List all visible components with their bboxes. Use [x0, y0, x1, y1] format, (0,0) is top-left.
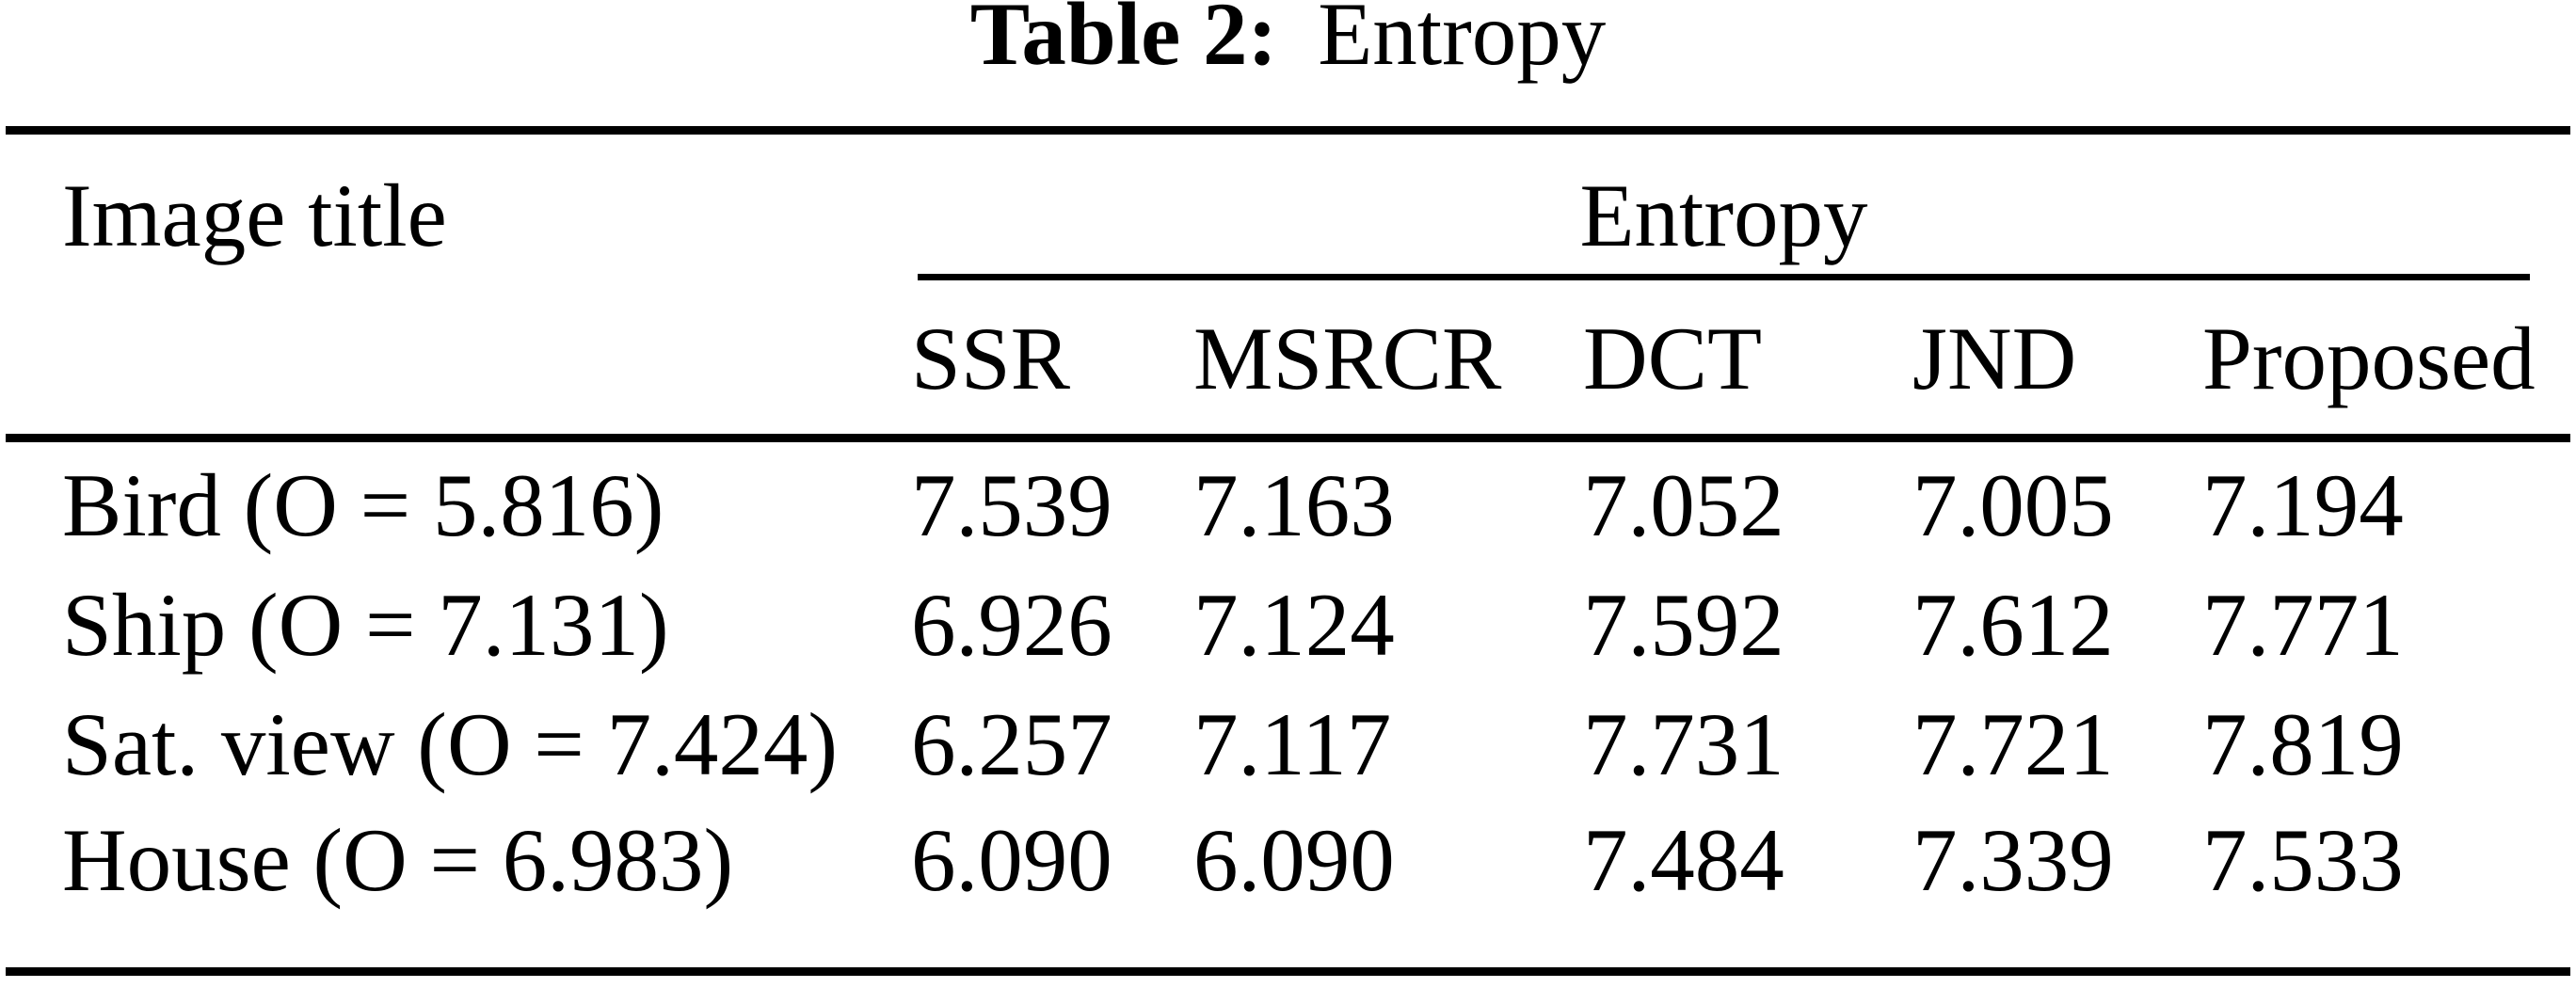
row-label: Ship (O = 7.131) — [62, 575, 669, 675]
cell-value: 7.005 — [1912, 455, 2114, 555]
cell-value: 7.163 — [1193, 455, 1395, 555]
cell-value: 7.339 — [1912, 810, 2114, 910]
cell-value: 7.052 — [1583, 455, 1784, 555]
cell-value: 6.090 — [1193, 810, 1395, 910]
rule-mid — [6, 434, 2570, 442]
cell-value: 7.592 — [1583, 575, 1784, 675]
rule-top — [6, 126, 2570, 135]
cell-value: 6.090 — [911, 810, 1112, 910]
rule-bottom — [6, 967, 2570, 976]
caption-label: Table 2: — [969, 0, 1278, 84]
cell-value: 7.124 — [1193, 575, 1395, 675]
column-header-dct: DCT — [1583, 309, 1762, 408]
cell-value: 7.533 — [2202, 810, 2404, 910]
cell-value: 7.731 — [1583, 694, 1784, 794]
cell-value: 6.257 — [911, 694, 1112, 794]
row-label: Sat. view (O = 7.424) — [62, 694, 839, 794]
column-header-ssr: SSR — [911, 309, 1071, 408]
rule-under-entropy — [918, 274, 2530, 280]
column-header-proposed: Proposed — [2202, 309, 2536, 408]
cell-value: 7.819 — [2202, 694, 2404, 794]
cell-value: 7.539 — [911, 455, 1112, 555]
cell-value: 7.194 — [2202, 455, 2404, 555]
row-label: Bird (O = 5.816) — [62, 455, 664, 555]
table-caption: Table 2: Entropy — [0, 0, 2576, 79]
cell-value: 7.721 — [1912, 694, 2114, 794]
caption-title: Entropy — [1318, 0, 1607, 84]
column-group-header-entropy: Entropy — [1579, 166, 1868, 265]
row-label: House (O = 6.983) — [62, 810, 734, 910]
column-header-image-title: Image title — [62, 166, 447, 265]
cell-value: 7.771 — [2202, 575, 2404, 675]
cell-value: 6.926 — [911, 575, 1112, 675]
cell-value: 7.117 — [1193, 694, 1392, 794]
column-header-msrcr: MSRCR — [1193, 309, 1502, 408]
column-header-jnd: JND — [1912, 309, 2077, 408]
cell-value: 7.612 — [1912, 575, 2114, 675]
cell-value: 7.484 — [1583, 810, 1784, 910]
